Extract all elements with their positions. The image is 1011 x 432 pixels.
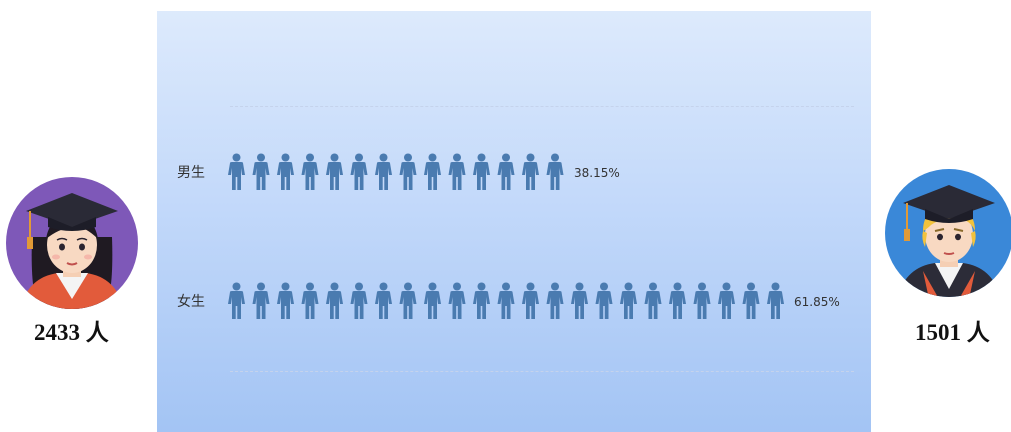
person-icon bbox=[448, 282, 466, 319]
person-icon bbox=[277, 282, 294, 319]
person-icon bbox=[767, 282, 784, 319]
female-icon-bar bbox=[228, 282, 784, 322]
person-icon bbox=[375, 153, 392, 190]
person-icon bbox=[252, 282, 270, 319]
person-icon bbox=[301, 282, 319, 319]
person-icon bbox=[228, 153, 245, 190]
chart-panel: 男生 38.15% 女生 61.85% bbox=[157, 11, 871, 432]
person-icon bbox=[571, 282, 588, 319]
person-icon bbox=[669, 282, 686, 319]
person-icon bbox=[522, 153, 539, 190]
person-icon bbox=[350, 153, 368, 190]
person-icon bbox=[424, 282, 441, 319]
person-icon-strip bbox=[228, 153, 564, 190]
grid-line-bottom bbox=[230, 371, 854, 372]
male-row: 男生 38.15% bbox=[157, 153, 871, 193]
person-icon-strip bbox=[228, 282, 784, 319]
male-row-label: 男生 bbox=[177, 165, 205, 181]
person-icon bbox=[522, 282, 539, 319]
person-icon bbox=[448, 153, 466, 190]
person-icon bbox=[546, 282, 564, 319]
person-icon bbox=[399, 153, 417, 190]
female-graduate-avatar-icon bbox=[6, 177, 138, 309]
female-row-label: 女生 bbox=[177, 294, 205, 310]
person-icon bbox=[473, 153, 490, 190]
male-icon-bar bbox=[228, 153, 564, 193]
male-graduate-avatar-icon bbox=[883, 167, 1011, 299]
female-percent-label: 61.85% bbox=[794, 295, 840, 309]
person-icon bbox=[424, 153, 441, 190]
person-icon bbox=[252, 153, 270, 190]
person-icon bbox=[497, 282, 515, 319]
person-icon bbox=[473, 282, 490, 319]
person-icon bbox=[693, 282, 711, 319]
female-row: 女生 61.85% bbox=[157, 282, 871, 322]
person-icon bbox=[718, 282, 735, 319]
person-icon bbox=[326, 153, 343, 190]
male-percent-label: 38.15% bbox=[574, 166, 620, 180]
male-count-label: 1501 人 bbox=[915, 320, 990, 345]
person-icon bbox=[277, 153, 294, 190]
person-icon bbox=[350, 282, 368, 319]
person-icon bbox=[375, 282, 392, 319]
grid-line-top bbox=[230, 106, 854, 107]
person-icon bbox=[742, 282, 760, 319]
female-count-label: 2433 人 bbox=[34, 320, 109, 345]
person-icon bbox=[399, 282, 417, 319]
person-icon bbox=[620, 282, 637, 319]
person-icon bbox=[546, 153, 564, 190]
person-icon bbox=[644, 282, 662, 319]
person-icon bbox=[326, 282, 343, 319]
person-icon bbox=[301, 153, 319, 190]
person-icon bbox=[595, 282, 613, 319]
person-icon bbox=[228, 282, 245, 319]
person-icon bbox=[497, 153, 515, 190]
